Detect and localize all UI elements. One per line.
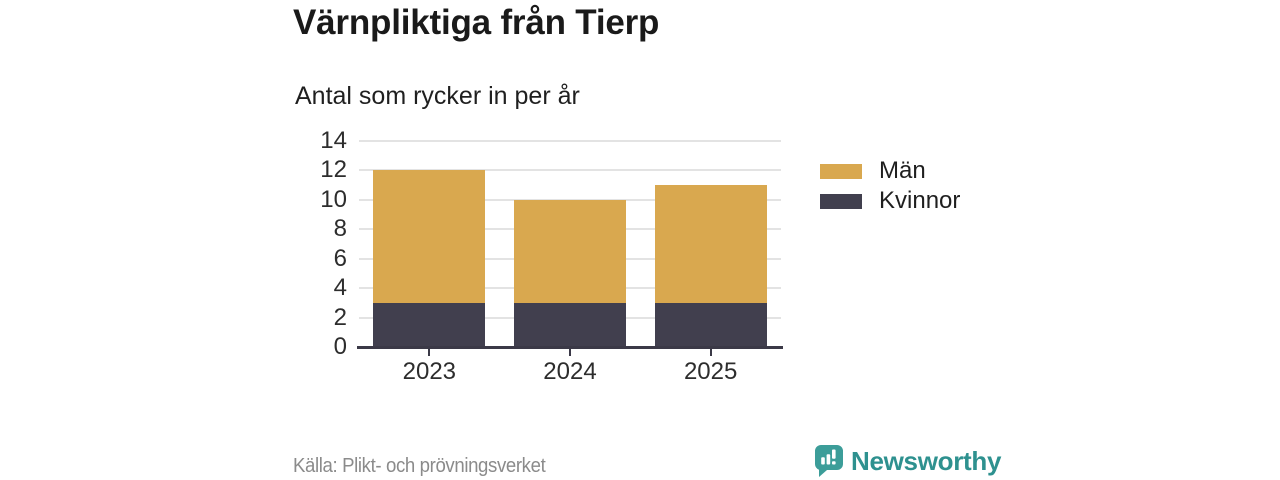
newsworthy-logo: Newsworthy xyxy=(815,445,1001,477)
x-axis-line xyxy=(357,346,783,349)
bar-segment-kvinnor-2023 xyxy=(373,302,486,347)
x-axis-label-2023: 2023 xyxy=(402,358,457,385)
bar-segment-kvinnor-2025 xyxy=(654,302,767,347)
legend-item-kvinnor: Kvinnor xyxy=(820,187,961,214)
gridline-14 xyxy=(359,140,781,142)
y-tick-label-10: 10 xyxy=(320,185,347,213)
y-tick-label-12: 12 xyxy=(320,156,347,184)
legend-label-kvinnor: Kvinnor xyxy=(879,187,961,214)
newsworthy-icon xyxy=(815,445,843,477)
legend-item-man: Män xyxy=(820,157,960,184)
x-tick-2025 xyxy=(709,349,712,356)
y-tick-label-0: 0 xyxy=(333,333,347,360)
source-note: Källa: Plikt- och prövningsverket xyxy=(293,455,546,477)
legend: Män Kvinnor xyxy=(820,157,961,220)
x-axis-label-2025: 2025 xyxy=(683,358,738,385)
bar-segment-man-2023 xyxy=(373,170,486,303)
chart-subtitle: Antal som rycker in per år xyxy=(295,82,580,110)
y-tick-label-6: 6 xyxy=(333,244,347,272)
y-tick-label-8: 8 xyxy=(333,215,347,243)
bar-segment-kvinnor-2024 xyxy=(514,302,626,347)
chart-title: Värnpliktiga från Tierp xyxy=(293,3,660,42)
bar-segment-man-2024 xyxy=(514,199,626,303)
gridline-12 xyxy=(359,169,781,172)
legend-swatch-man xyxy=(820,163,862,179)
newsworthy-wordmark: Newsworthy xyxy=(851,446,1002,476)
y-tick-label-2: 2 xyxy=(333,303,347,331)
bar-segment-man-2025 xyxy=(654,185,767,303)
x-tick-2024 xyxy=(569,349,571,356)
x-tick-2023 xyxy=(428,349,431,356)
x-axis-label-2024: 2024 xyxy=(543,358,597,385)
y-tick-label-14: 14 xyxy=(320,127,347,154)
legend-label-man: Män xyxy=(879,157,926,184)
legend-swatch-kvinnor xyxy=(820,193,862,209)
y-tick-label-4: 4 xyxy=(333,274,347,302)
